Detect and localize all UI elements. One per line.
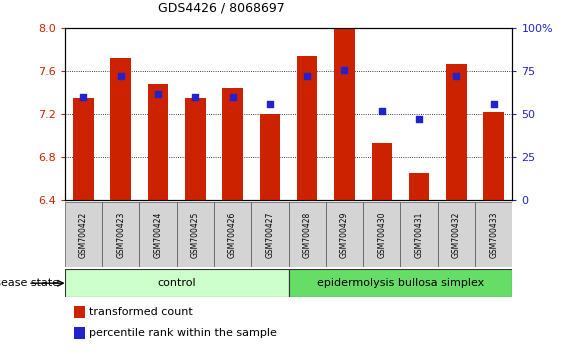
Point: [489, 101, 498, 107]
Point: [154, 91, 163, 96]
Bar: [102, 202, 139, 267]
Point: [340, 67, 349, 72]
Bar: [214, 202, 251, 267]
Text: GSM700427: GSM700427: [265, 211, 274, 258]
Bar: [73, 98, 93, 200]
Bar: [185, 98, 205, 200]
Point: [377, 108, 386, 114]
Text: GSM700428: GSM700428: [303, 211, 312, 258]
Text: transformed count: transformed count: [90, 307, 193, 317]
Text: GSM700422: GSM700422: [79, 211, 88, 258]
Point: [265, 101, 274, 107]
Bar: [260, 114, 280, 200]
Bar: [65, 202, 102, 267]
Text: GSM700425: GSM700425: [191, 211, 200, 258]
Bar: [289, 269, 512, 297]
Bar: [251, 202, 288, 267]
Bar: [446, 64, 467, 200]
Bar: [363, 202, 400, 267]
Bar: [110, 58, 131, 200]
Point: [303, 74, 312, 79]
Text: GSM700430: GSM700430: [377, 211, 386, 258]
Point: [414, 116, 423, 122]
Point: [228, 94, 237, 100]
Text: GSM700423: GSM700423: [116, 211, 125, 258]
Bar: [475, 202, 512, 267]
Bar: [438, 202, 475, 267]
Text: GSM700424: GSM700424: [154, 211, 163, 258]
Bar: [297, 56, 318, 200]
Text: disease state: disease state: [0, 278, 59, 288]
Bar: [289, 202, 326, 267]
Point: [116, 74, 125, 79]
Text: GSM700432: GSM700432: [452, 211, 461, 258]
Point: [191, 94, 200, 100]
Bar: [326, 202, 363, 267]
Bar: [222, 88, 243, 200]
Point: [79, 94, 88, 100]
Text: percentile rank within the sample: percentile rank within the sample: [90, 328, 277, 338]
Point: [452, 74, 461, 79]
Text: GSM700433: GSM700433: [489, 211, 498, 258]
Text: control: control: [157, 278, 196, 288]
Bar: [140, 202, 177, 267]
Text: GSM700429: GSM700429: [340, 211, 349, 258]
Text: epidermolysis bullosa simplex: epidermolysis bullosa simplex: [317, 278, 484, 288]
Bar: [177, 202, 214, 267]
Text: GSM700426: GSM700426: [228, 211, 237, 258]
Bar: [74, 327, 85, 339]
Text: GSM700431: GSM700431: [414, 211, 423, 258]
Bar: [74, 306, 85, 318]
Bar: [334, 28, 355, 200]
Bar: [148, 84, 168, 200]
Bar: [65, 269, 289, 297]
Bar: [484, 112, 504, 200]
Text: GDS4426 / 8068697: GDS4426 / 8068697: [158, 1, 285, 14]
Bar: [372, 143, 392, 200]
Bar: [400, 202, 438, 267]
Bar: [409, 173, 430, 200]
